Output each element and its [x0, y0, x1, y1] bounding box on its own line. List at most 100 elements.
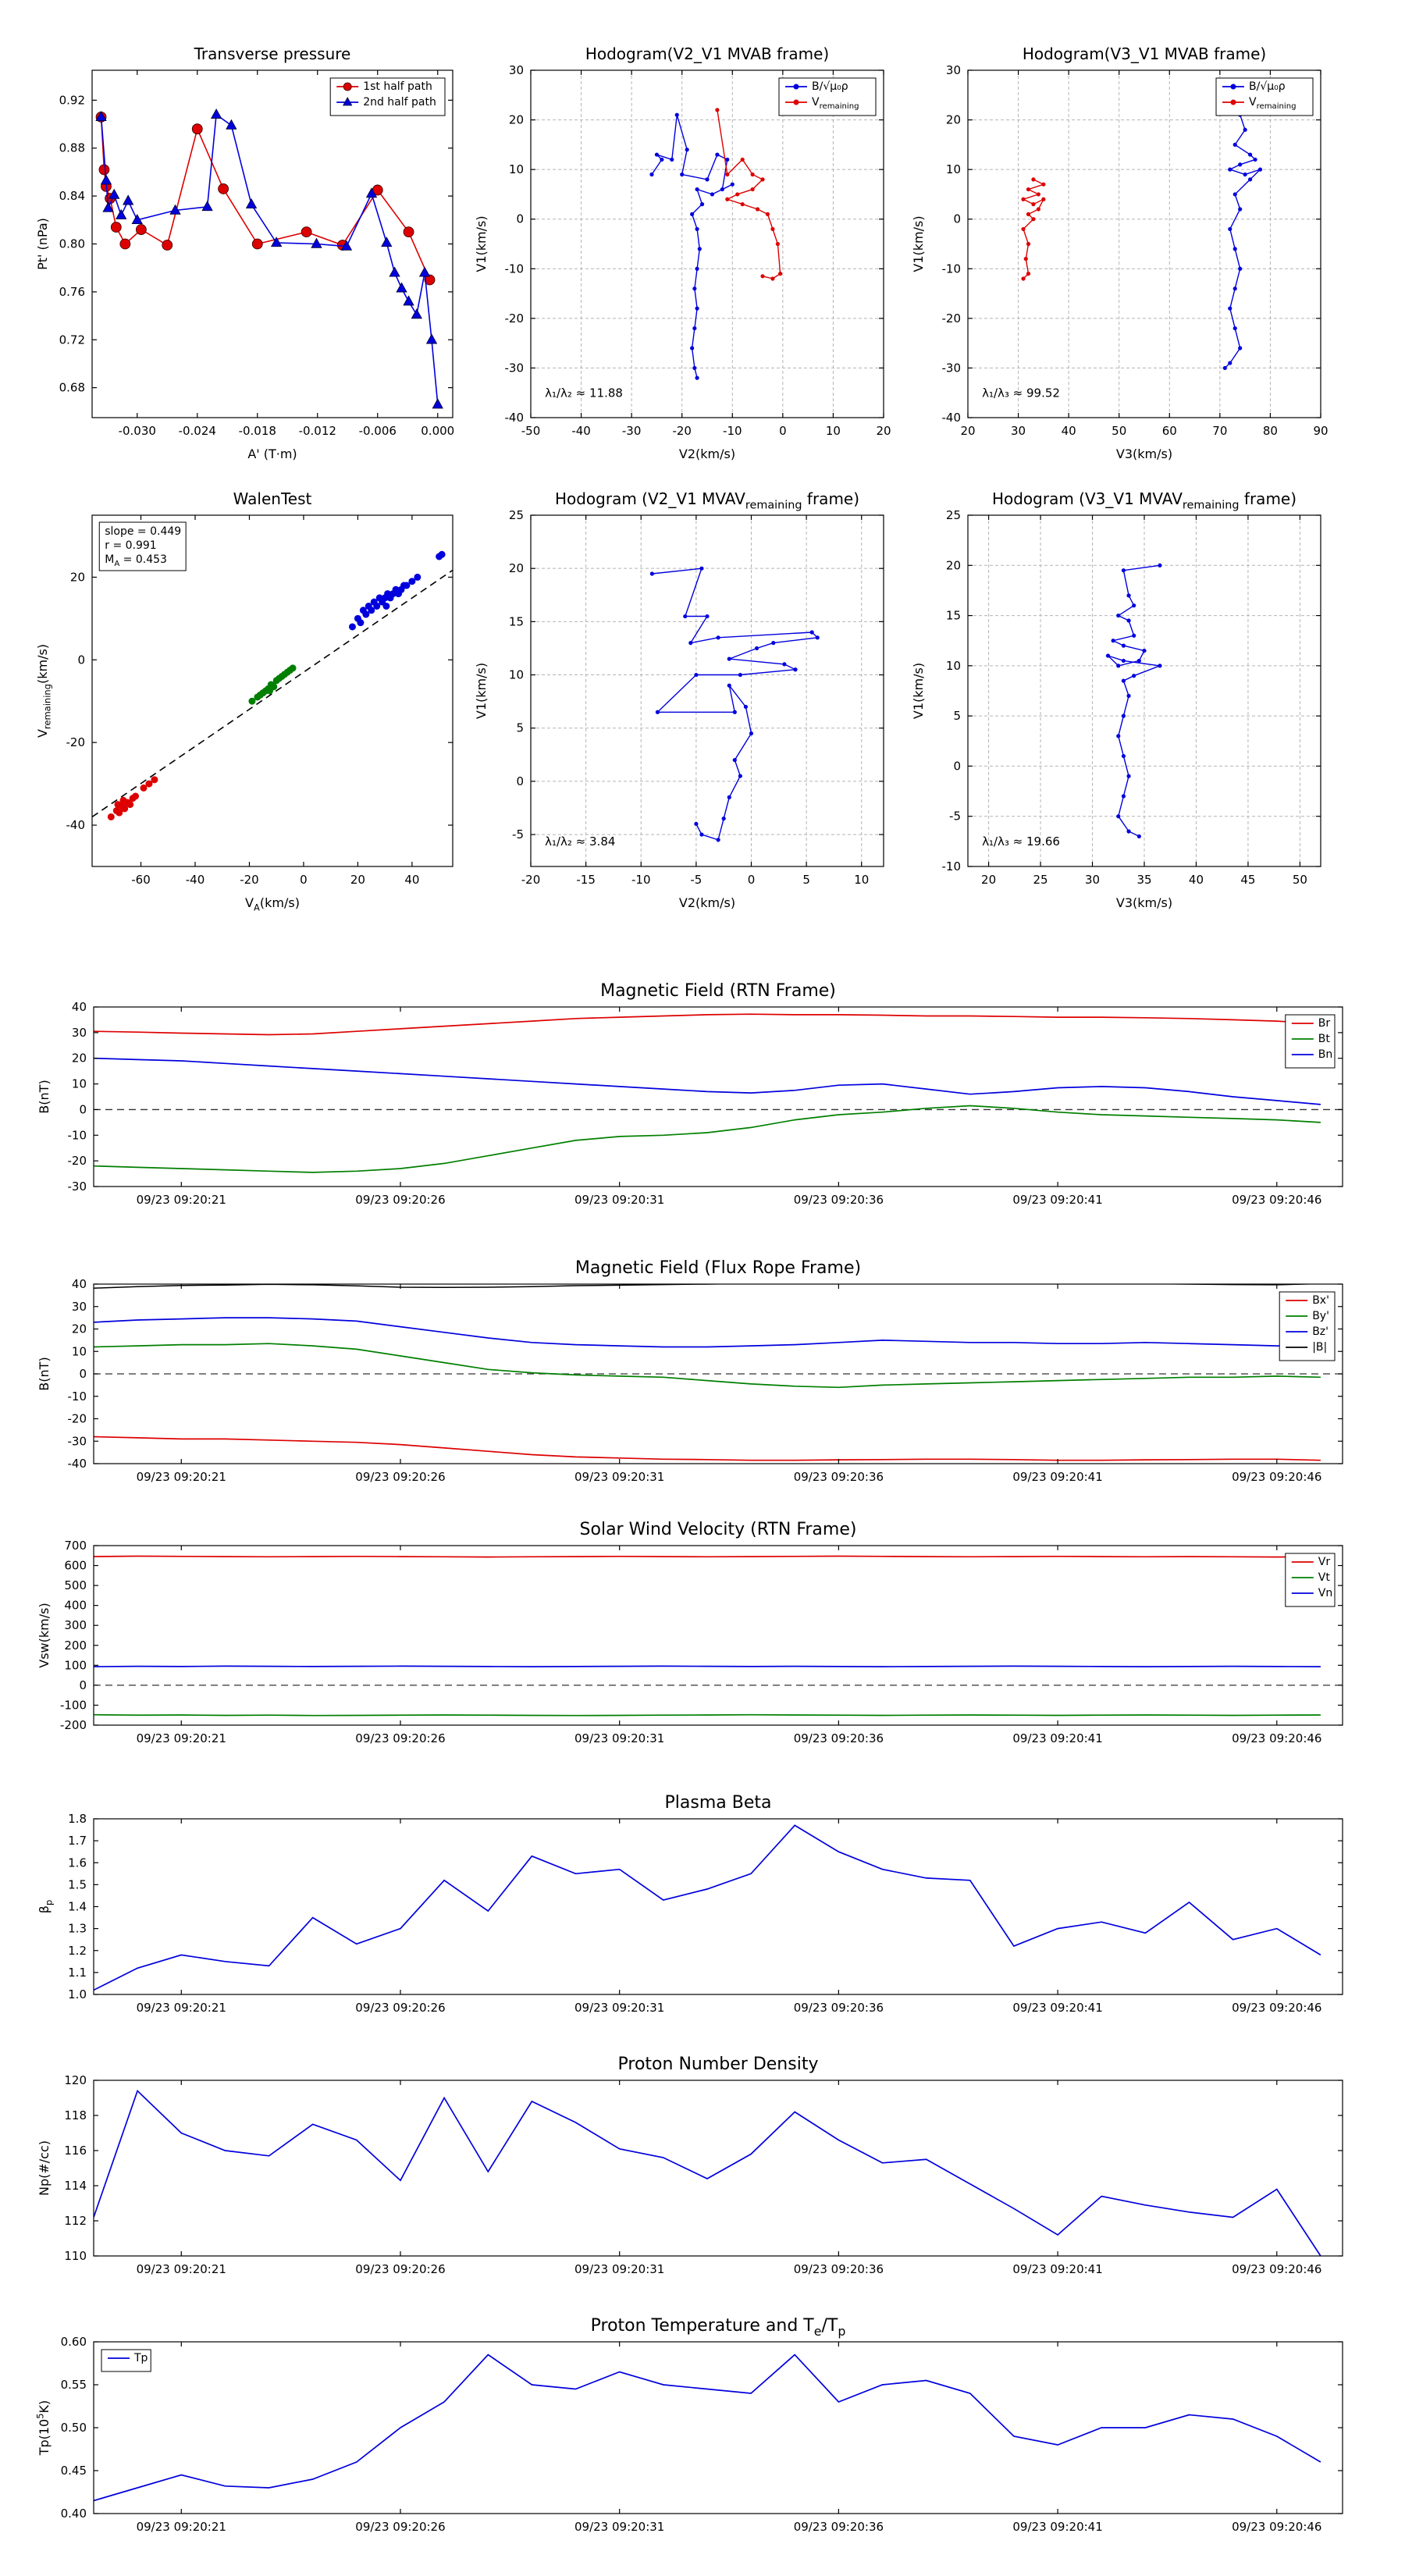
legend: 1st half path 2nd half path	[329, 77, 446, 116]
annotation-text: λ₁/λ₃ ≈ 19.66	[982, 834, 1060, 849]
y-tick-label: -200	[60, 1718, 87, 1732]
y-tick-label: 1.7	[68, 1834, 87, 1848]
marker	[1238, 162, 1243, 167]
marker	[1232, 247, 1237, 251]
y-tick-label: 0.68	[59, 381, 85, 395]
y-axis-label: V1(km/s)	[911, 663, 926, 719]
marker	[1121, 643, 1126, 648]
marker	[256, 691, 264, 699]
marker	[1121, 713, 1126, 718]
y-tick-label: 30	[946, 63, 961, 77]
marker	[348, 623, 356, 631]
y-axis-label: V1(km/s)	[474, 215, 489, 272]
marker	[1121, 568, 1126, 573]
x-tick-label: 20	[350, 873, 365, 887]
series-line-fit-line	[92, 569, 453, 818]
marker	[95, 111, 107, 122]
marker	[424, 274, 436, 286]
x-tick-label: 40	[1189, 873, 1204, 887]
x-tick-label: 60	[1162, 424, 1177, 438]
y-tick-label: 0.55	[61, 2378, 87, 2392]
marker	[1111, 639, 1115, 643]
marker	[1026, 241, 1031, 247]
marker	[1116, 664, 1121, 668]
x-tick-label: 09/23 09:20:31	[574, 2520, 664, 2534]
marker	[715, 152, 720, 157]
marker	[438, 550, 446, 558]
marker	[1031, 202, 1036, 207]
x-tick-label: 09/23 09:20:41	[1012, 1470, 1102, 1484]
y-tick-label: 100	[64, 1658, 87, 1672]
marker	[725, 172, 730, 177]
y-tick-label: 110	[64, 2249, 87, 2263]
legend-label: Vn	[1318, 1587, 1332, 1599]
y-tick-label: 0.80	[59, 237, 85, 251]
series-line-b-magnitude	[94, 1284, 1321, 1289]
legend: Br Bt Bn	[1285, 1014, 1336, 1069]
y-axis-label: V1(km/s)	[911, 215, 926, 272]
series-layer	[92, 550, 453, 820]
legend-label: By'	[1312, 1310, 1329, 1322]
marker	[732, 710, 737, 714]
series-line-bz-prime	[94, 1317, 1321, 1348]
annotation-text: slope = 0.449	[105, 525, 181, 538]
x-tick-label: 70	[1212, 424, 1227, 438]
marker	[403, 226, 414, 238]
y-tick-label: 400	[64, 1599, 87, 1613]
marker	[649, 571, 654, 576]
marker	[169, 204, 181, 215]
y-tick-label: 0	[79, 1678, 87, 1692]
marker	[1121, 658, 1126, 664]
marker	[1232, 142, 1237, 147]
x-axis-label: A' (T·m)	[247, 447, 297, 461]
chart-title: Hodogram(V3_V1 MVAB frame)	[1023, 44, 1266, 63]
legend: Tp	[101, 2349, 151, 2372]
x-tick-label: 09/23 09:20:21	[137, 1731, 226, 1745]
marker	[694, 821, 699, 827]
marker	[699, 832, 704, 837]
y-tick-label: 0.72	[59, 333, 85, 347]
marker	[655, 710, 660, 714]
y-tick-label: 0	[953, 759, 961, 773]
marker	[809, 630, 814, 635]
marker	[770, 226, 775, 232]
marker	[365, 187, 378, 198]
x-tick-label: 09/23 09:20:26	[355, 2520, 445, 2534]
marker	[1158, 563, 1162, 568]
y-tick-label: 0.45	[61, 2464, 87, 2478]
y-tick-label: 1.6	[68, 1856, 87, 1870]
y-tick-label: -40	[68, 1457, 87, 1471]
chart-hodogram-v2v1-mvab: -50 -40 -30 -20 -10 0 10 20-40-30-20-100102030H…	[474, 44, 891, 461]
y-tick-label: -40	[66, 818, 86, 832]
marker	[705, 614, 710, 619]
marker	[311, 237, 322, 248]
y-tick-label: 500	[64, 1578, 87, 1592]
y-tick-label: 10	[72, 1077, 87, 1091]
y-tick-label: 20	[946, 558, 961, 572]
x-tick-label: 09/23 09:20:26	[355, 1731, 445, 1745]
x-tick-label: 09/23 09:20:46	[1232, 2520, 1321, 2534]
marker	[750, 172, 755, 177]
marker	[218, 183, 229, 194]
x-tick-label: 30	[1085, 873, 1100, 887]
y-tick-label: 30	[72, 1300, 87, 1314]
x-tick-label: 30	[1011, 424, 1026, 438]
x-tick-label: -5	[690, 873, 702, 887]
chart-title: Hodogram (V3_V1 MVAVremaining frame)	[992, 489, 1297, 512]
y-tick-label: 120	[64, 2073, 87, 2087]
marker	[425, 333, 438, 344]
marker	[1021, 226, 1026, 232]
y-tick-label: 30	[72, 1026, 87, 1040]
x-tick-label: 09/23 09:20:21	[137, 1470, 226, 1484]
y-tick-label: -40	[942, 411, 962, 425]
chart-hodogram-v3v1-mvab: 20 30 40 50 60 70 80 90 -40 -30 -20 -10 0 10 20 30 Hodog…	[911, 44, 1329, 461]
marker	[1026, 212, 1031, 216]
marker	[738, 672, 742, 678]
x-tick-label: -0.012	[299, 424, 336, 438]
marker	[131, 213, 143, 225]
x-tick-label: 09/23 09:20:41	[1012, 2001, 1102, 2015]
marker	[692, 286, 697, 291]
marker	[727, 795, 731, 799]
series-layer	[94, 1013, 1321, 1173]
